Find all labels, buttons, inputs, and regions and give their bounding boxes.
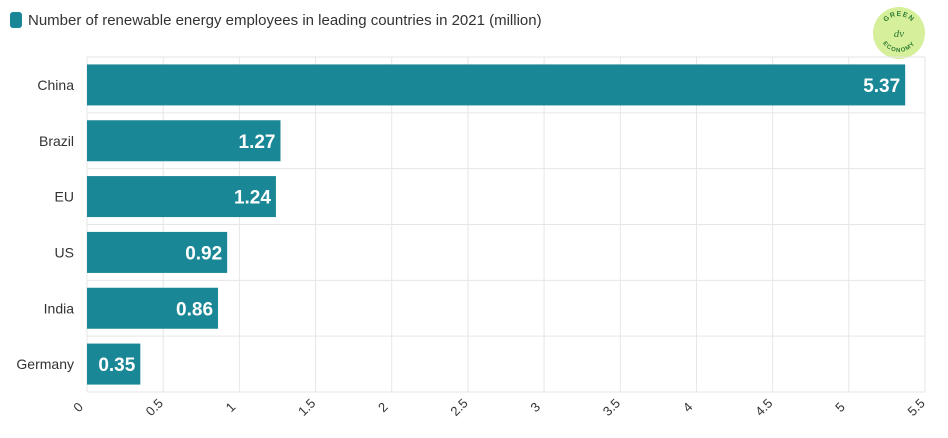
value-label: 1.24 bbox=[234, 188, 271, 209]
category-label: Brazil bbox=[39, 133, 74, 149]
x-tick-label: 3.5 bbox=[600, 395, 623, 418]
bar bbox=[87, 120, 281, 162]
legend-label: Number of renewable energy employees in … bbox=[28, 11, 542, 29]
value-label: 1.27 bbox=[239, 132, 276, 153]
x-tick-label: 4 bbox=[680, 399, 696, 415]
bar bbox=[87, 343, 141, 385]
logo-circle bbox=[873, 7, 925, 59]
x-tick-label: 5 bbox=[832, 399, 848, 415]
chart-legend: Number of renewable energy employees in … bbox=[10, 10, 542, 30]
value-label: 5.37 bbox=[863, 76, 900, 97]
logo-monogram: dv bbox=[894, 28, 905, 40]
x-tick-label: 5.5 bbox=[904, 395, 927, 418]
bar bbox=[87, 176, 276, 218]
x-tick-label: 0 bbox=[70, 399, 86, 415]
value-label: 0.35 bbox=[98, 355, 135, 376]
legend-swatch bbox=[10, 12, 22, 28]
bar bbox=[87, 64, 906, 106]
category-label: India bbox=[44, 300, 75, 316]
bar bbox=[87, 287, 219, 329]
x-tick-label: 1.5 bbox=[295, 395, 318, 418]
bar bbox=[87, 231, 228, 273]
value-label: 0.92 bbox=[185, 243, 222, 264]
category-label: China bbox=[37, 77, 74, 93]
category-label: EU bbox=[55, 189, 74, 205]
category-label: Germany bbox=[16, 356, 74, 372]
x-tick-label: 4.5 bbox=[752, 395, 775, 418]
x-tick-label: 1 bbox=[223, 399, 239, 415]
category-label: US bbox=[55, 244, 74, 260]
value-label: 0.86 bbox=[176, 299, 213, 320]
x-tick-label: 2.5 bbox=[447, 395, 470, 418]
x-tick-label: 2 bbox=[375, 399, 391, 415]
x-tick-label: 3 bbox=[527, 399, 543, 415]
x-tick-label: 0.5 bbox=[143, 395, 166, 418]
green-economy-logo: GREEN ECONOMY dv bbox=[873, 7, 925, 59]
